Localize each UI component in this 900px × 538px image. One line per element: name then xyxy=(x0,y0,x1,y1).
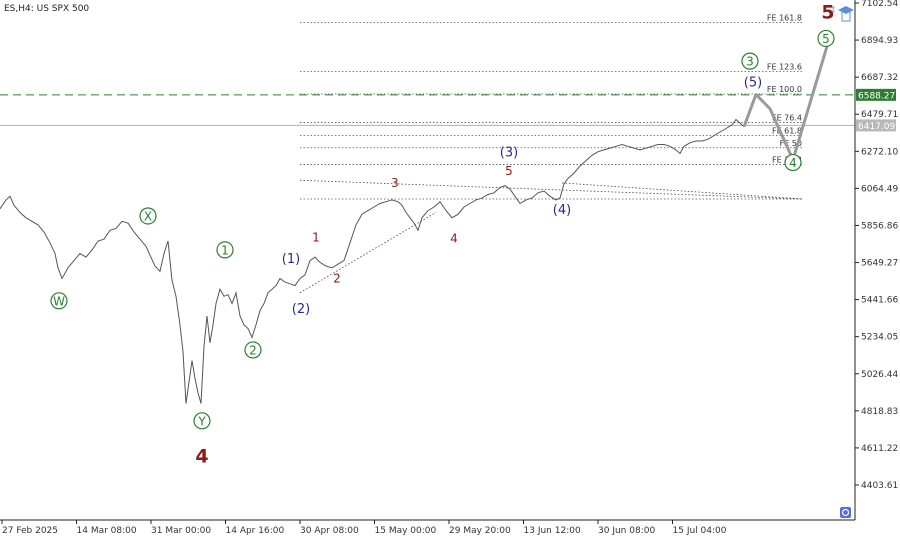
time-tick-label: 14 Apr 16:00 xyxy=(226,526,285,536)
wave-labels: W X Y 4 1 2 (1) (2) 1 2 3 4 (3) 5 (4) 3 (5) 4 5 5 xyxy=(50,2,835,467)
wave-label: X xyxy=(144,209,152,223)
horizontal-levels xyxy=(0,94,855,126)
symbol-title: ES,H4: US SPX 500 xyxy=(4,4,89,14)
wave-label: 4 xyxy=(450,232,458,246)
wave-circle xyxy=(216,241,234,259)
price-tick-label: 4818.83 xyxy=(861,407,898,417)
wave-circle xyxy=(244,341,262,359)
wave-label: (4) xyxy=(553,203,571,218)
wave-label: 5 xyxy=(821,2,834,24)
wave-label: (1) xyxy=(282,252,300,267)
price-tick-label: 7102.54 xyxy=(861,0,898,9)
wave-circle xyxy=(817,29,835,48)
wave-label: 1 xyxy=(312,231,320,245)
price-series xyxy=(0,118,745,404)
wave-label: W xyxy=(53,294,65,308)
price-tick-label: 5026.44 xyxy=(861,370,898,380)
wave-label: 5 xyxy=(822,32,830,46)
level-price-labels: 6588.27 6417.09 xyxy=(856,88,896,132)
wave-label: Y xyxy=(197,414,206,428)
price-tick-label: 5441.66 xyxy=(861,296,898,306)
svg-text:t: t xyxy=(832,5,835,14)
wave-circle xyxy=(741,52,759,70)
price-tick-label: 4611.22 xyxy=(861,444,898,454)
trading-cap-icon[interactable]: t xyxy=(832,5,854,22)
wave-circle xyxy=(784,153,802,172)
price-axis: 7102.54 6894.93 6687.32 6479.71 6272.10 6064.… xyxy=(855,0,898,491)
wave-label: (5) xyxy=(744,76,762,91)
projection-path xyxy=(742,45,829,162)
time-tick-label: 14 Mar 08:00 xyxy=(77,526,137,536)
time-tick-label: 30 Apr 08:00 xyxy=(300,526,359,536)
wave-label: 2 xyxy=(249,343,257,357)
fe-level-label: FE 123.6 xyxy=(767,62,802,71)
current-price-label-bg xyxy=(856,119,896,132)
price-tick-label: 6064.49 xyxy=(861,184,898,194)
time-tick-label: 15 Jul 04:00 xyxy=(673,526,727,536)
time-tick-label: 27 Feb 2025 xyxy=(2,526,58,536)
wave-label: 3 xyxy=(746,55,754,69)
fe-level-label: FE 100.0 xyxy=(767,85,802,94)
time-tick-label: 29 May 20:00 xyxy=(449,526,511,536)
wave-label: 4 xyxy=(789,156,797,170)
price-tick-label: 6272.10 xyxy=(861,147,898,157)
time-tick-label: 30 Jun 08:00 xyxy=(598,526,655,536)
fe-level-label: FE 161.8 xyxy=(767,13,802,22)
fe-level-label: FE 61.8 xyxy=(772,127,802,136)
price-tick-label: 5649.27 xyxy=(861,259,898,269)
current-price-label: 6417.09 xyxy=(858,122,895,132)
dashed-level-label-bg xyxy=(856,88,896,101)
wave-label: 2 xyxy=(333,272,341,286)
wave-circle xyxy=(139,207,157,225)
price-tick-label: 6687.32 xyxy=(861,73,898,83)
price-tick-label: 4403.61 xyxy=(861,481,898,491)
wave-circle xyxy=(50,292,68,310)
price-tick-label: 5856.86 xyxy=(861,221,898,231)
price-tick-label: 6479.71 xyxy=(861,110,898,120)
price-tick-label: 6894.93 xyxy=(861,36,898,46)
autoscroll-icon[interactable] xyxy=(840,507,851,518)
wave-label: 5 xyxy=(505,164,513,178)
fe-level-label: FE 50 xyxy=(780,139,802,148)
time-tick-label: 15 May 00:00 xyxy=(375,526,437,536)
fe-level-label: FE 76.4 xyxy=(772,114,802,123)
wave-label: (3) xyxy=(500,145,518,160)
dashed-level-label: 6588.27 xyxy=(858,91,895,101)
wave-circle xyxy=(193,412,211,430)
time-axis: 27 Feb 2025 14 Mar 08:00 31 Mar 00:00 14 Ap… xyxy=(1,520,727,536)
time-tick-label: 13 Jun 12:00 xyxy=(524,526,581,536)
time-tick-label: 31 Mar 00:00 xyxy=(151,526,211,536)
wave-label: (2) xyxy=(292,302,310,317)
wave-label: 3 xyxy=(391,176,399,190)
price-tick-label: 5234.05 xyxy=(861,333,898,343)
wave-label: 1 xyxy=(221,243,229,257)
wave-label: 4 xyxy=(195,445,208,467)
